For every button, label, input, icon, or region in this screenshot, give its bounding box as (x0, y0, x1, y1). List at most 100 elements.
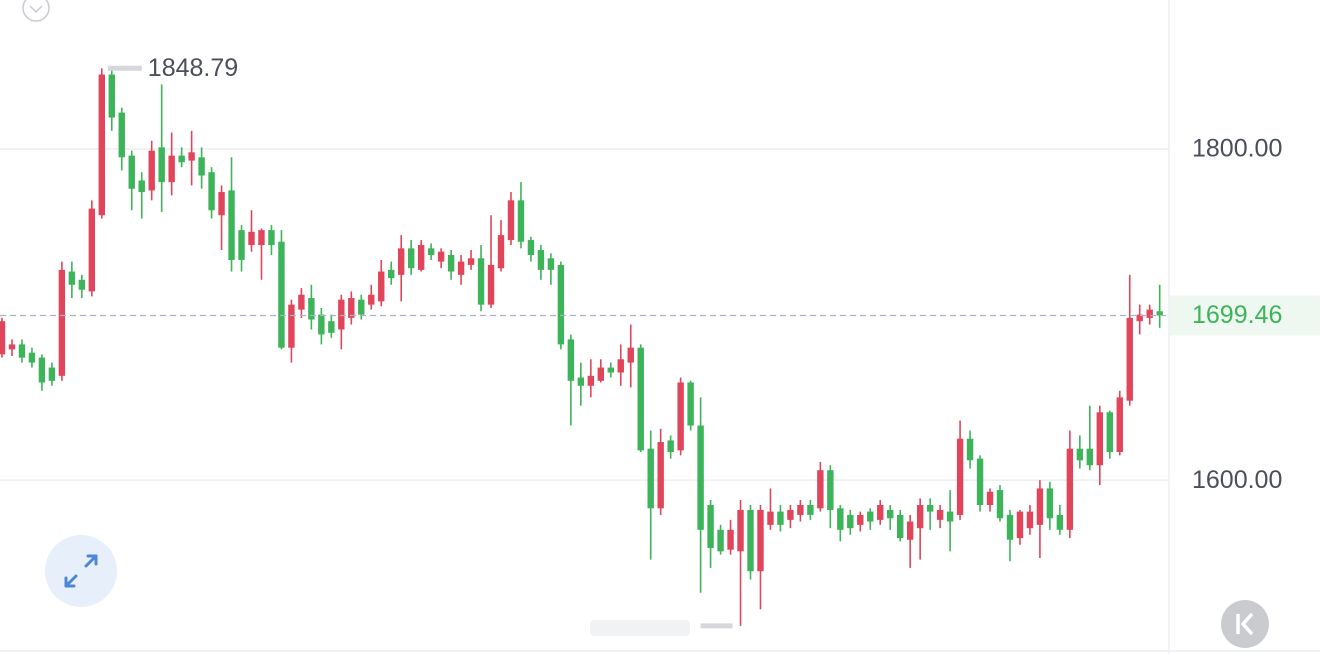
candle-body (697, 425, 704, 530)
candle-body (877, 504, 884, 520)
candle-body (1136, 314, 1143, 322)
candle-body (767, 511, 774, 525)
scroll-track (590, 620, 690, 636)
candle-body (867, 511, 874, 522)
candle-body (98, 74, 105, 216)
candle-body (258, 230, 265, 246)
candle-body (717, 529, 724, 552)
candle-body (218, 192, 225, 216)
candle-body (298, 294, 305, 310)
candle-body (1146, 309, 1153, 318)
candle-body (916, 504, 924, 529)
candle-body (188, 152, 195, 161)
candle-body (657, 442, 664, 509)
candle-body (597, 367, 604, 381)
expand-button[interactable] (45, 535, 117, 607)
reset-button[interactable] (1221, 600, 1269, 648)
candle-body (158, 147, 165, 183)
candle-body (667, 440, 674, 453)
candle-body (737, 509, 744, 552)
candle-body (567, 339, 575, 381)
plot: 1800.00 1600.00 1848.79 1699.46 (0, 54, 1320, 629)
candle-body (577, 377, 585, 386)
candle-body (887, 509, 894, 519)
candle-body (986, 491, 994, 505)
candle-body (308, 298, 315, 320)
candle-body (248, 231, 255, 246)
candle-body (88, 208, 96, 292)
candle-body (996, 490, 1004, 519)
candle-body (58, 269, 66, 376)
candle-body (358, 299, 365, 315)
candle-body (148, 150, 155, 191)
collapse-button[interactable] (22, 0, 50, 22)
candle-body (338, 299, 345, 330)
candle-body (457, 261, 465, 275)
scroll-dots (590, 620, 690, 636)
candle-body (757, 509, 764, 572)
candle-body (617, 359, 624, 373)
expand-circle (45, 535, 117, 607)
candle-body (48, 367, 56, 381)
candle-body (467, 258, 475, 265)
candle-body (687, 382, 694, 426)
candle-body (507, 200, 515, 241)
expand-icon (64, 554, 98, 588)
last-price-box (1170, 295, 1320, 336)
candle-body (547, 258, 555, 270)
candle-body (238, 230, 245, 260)
candle-body (437, 251, 445, 262)
candle-body (348, 298, 355, 318)
candle-body (1106, 412, 1113, 453)
y-tick-label: 1800.00 (1192, 135, 1282, 163)
candle-body (707, 504, 714, 549)
candle-body (0, 321, 6, 355)
candle-body (897, 514, 904, 539)
candle-body (966, 438, 974, 461)
candle-body (527, 240, 535, 255)
candle-body (318, 314, 325, 335)
candle-body (168, 155, 175, 183)
candle-body (517, 200, 525, 242)
candle-body (407, 248, 415, 269)
candle-body (1086, 448, 1094, 466)
candle-body (747, 509, 754, 572)
candle-body (807, 504, 814, 515)
candle-body (128, 155, 135, 189)
candle-body (787, 509, 794, 520)
candle-body (427, 248, 435, 255)
candle-body (1026, 511, 1034, 529)
candle-body (108, 74, 115, 118)
candle-body (178, 155, 185, 163)
candle-body (18, 344, 26, 358)
candle-body (797, 504, 804, 515)
candle-body (1046, 488, 1054, 519)
candle-body (288, 304, 295, 348)
candle-body (1126, 317, 1133, 401)
candle-body (637, 347, 644, 451)
candle-body (8, 344, 16, 350)
candle-body (368, 294, 375, 305)
candle-body (118, 112, 125, 158)
y-tick-label: 1600.00 (1192, 466, 1282, 494)
candle-body (817, 470, 824, 509)
max-label: 1848.79 (148, 54, 238, 82)
candle-body (328, 321, 335, 333)
candle-body (1006, 514, 1014, 540)
candle-body (557, 264, 565, 345)
candle-body (1116, 397, 1123, 453)
candle-body (946, 511, 954, 522)
candle-body (587, 375, 595, 386)
collapse-circle (22, 0, 50, 22)
candle-body (78, 279, 86, 290)
candle-body (647, 448, 654, 509)
candle-body (976, 458, 984, 505)
candle-body (936, 509, 944, 520)
candle-body (228, 190, 235, 260)
candle-body (906, 521, 914, 540)
candle-body (388, 269, 395, 279)
candle-body (417, 245, 425, 270)
candle-body (477, 258, 485, 305)
candle-body (677, 382, 684, 451)
